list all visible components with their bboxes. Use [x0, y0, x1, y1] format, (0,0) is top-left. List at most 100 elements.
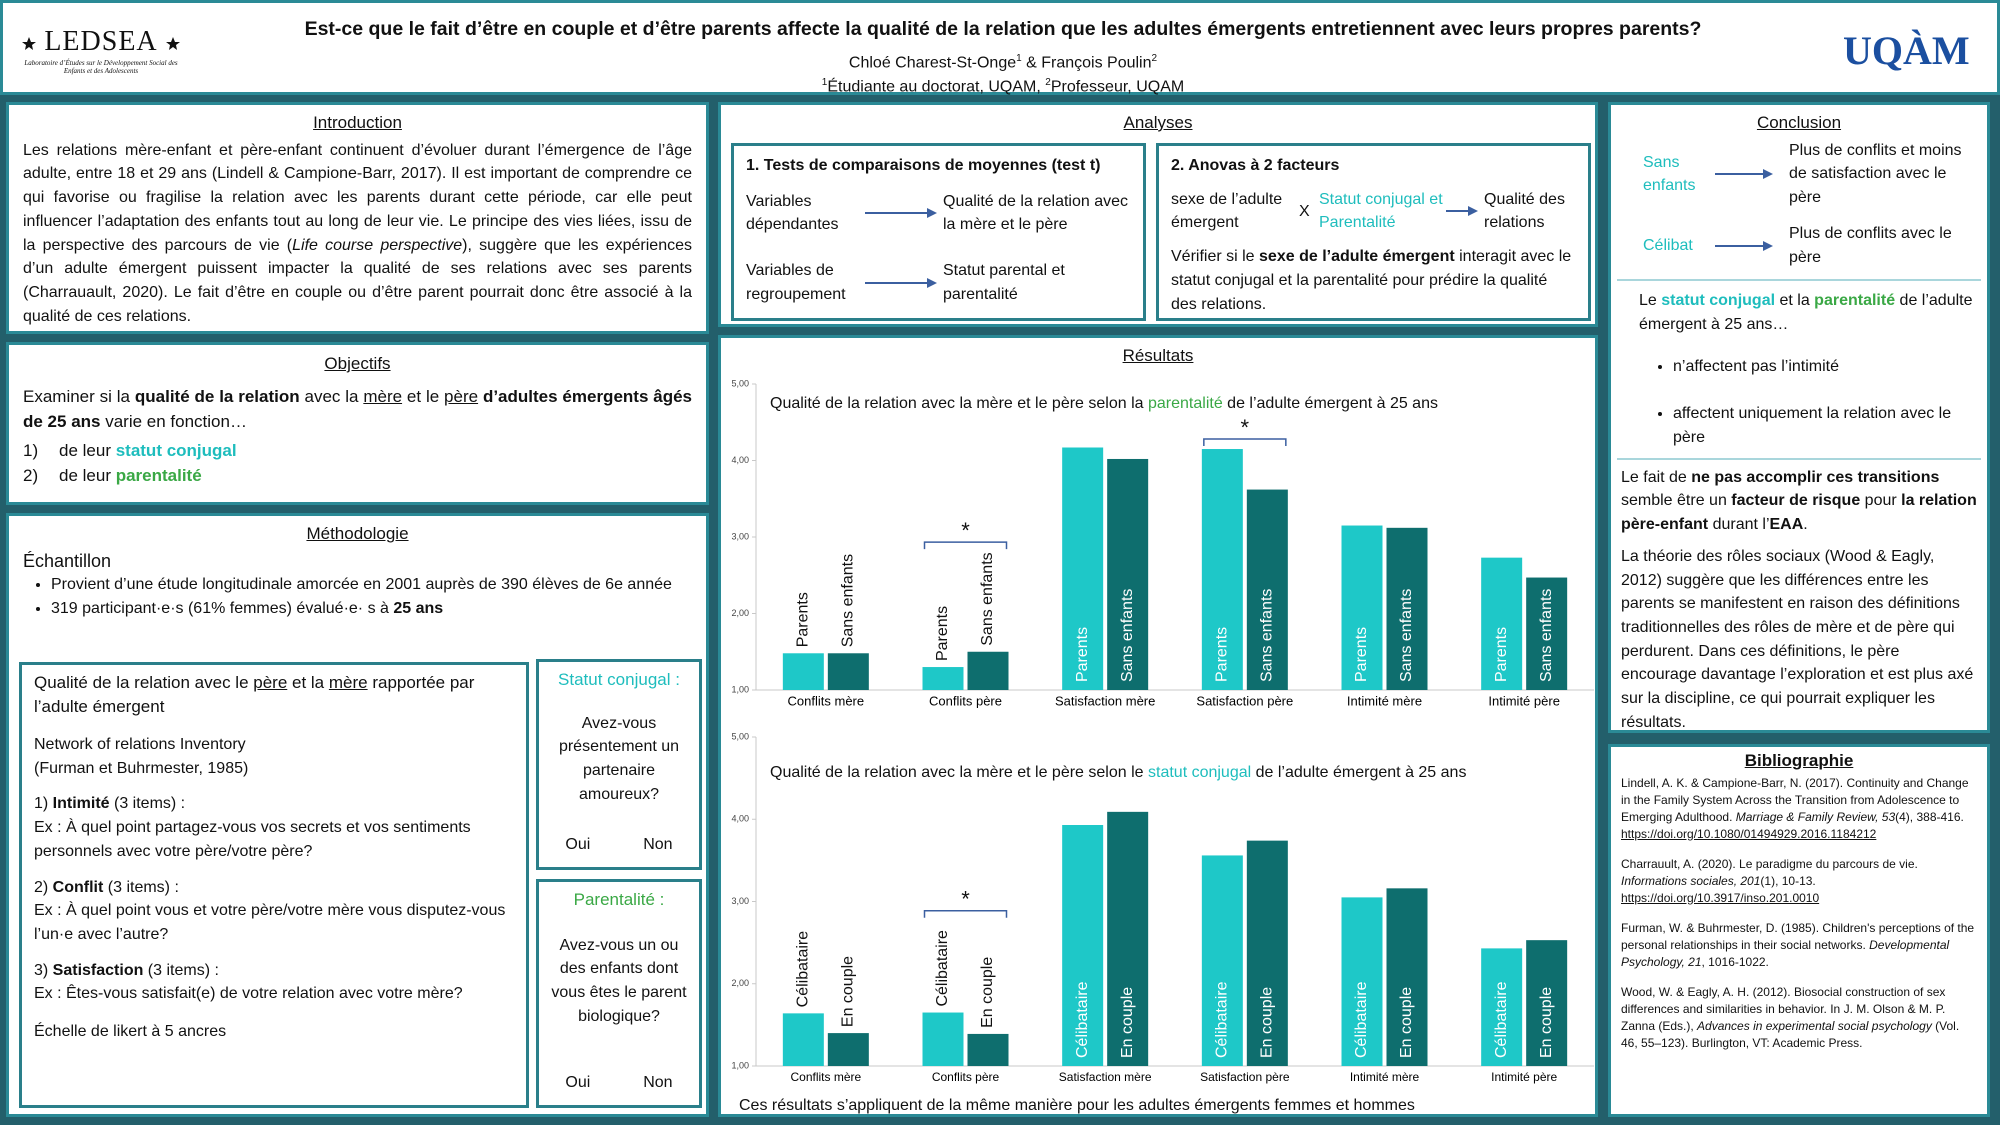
conclusion-lead: Le statut conjugal et la parentalité de … [1621, 289, 1977, 336]
box2-middle: Statut conjugal et Parentalité [1319, 190, 1443, 232]
conclusion-points: n’affectent pas l’intimité affectent uni… [1621, 355, 1977, 450]
bibliographie-refs: (4), 388-416. [1895, 809, 1964, 824]
flows-from: Célibat [1643, 236, 1693, 254]
bibliographie-refs: Wood, W. & Eagly, A. H. (2012). Biosocia… [1621, 984, 1946, 1033]
bibliographie-refs: Charrauult, A. (2020). Le paradigme du p… [1621, 856, 1918, 871]
conclusion-title: Conclusion [1756, 113, 1842, 132]
logo-left: LEDSEA Laboratoire d’Études sur le Dével… [21, 25, 181, 75]
parentalite-title: Parentalité : [573, 890, 665, 909]
items-number: 1) [23, 441, 39, 460]
flows-to: Plus de conflits avec le père [1789, 224, 1952, 266]
items-example: Ex : À quel point vous et votre père/vot… [34, 902, 506, 943]
items-number: 3) [34, 961, 53, 979]
items-name: Conflit [52, 878, 104, 896]
rows-left: Variables dépendantes [746, 192, 839, 234]
items-example: Ex : À quel point partagez-vous vos secr… [34, 819, 471, 860]
box2-left: sexe de l’adulte émergent [1171, 190, 1283, 232]
quality-heading: rapportée par l’adulte émergent [34, 673, 475, 716]
objectifs-text: Examiner si la [23, 387, 135, 406]
objectifs-text: et le [402, 387, 445, 406]
conclusion-lead: statut conjugal [1661, 292, 1776, 310]
conclusion-lead: parentalité [1814, 292, 1896, 310]
quality-item: 3) Satisfaction (3 items) : [34, 959, 514, 983]
objectifs-panel: Objectifs Examiner si la qualité de la r… [6, 342, 709, 505]
items-detail: (3 items) : [143, 961, 219, 979]
doi-link[interactable]: https://doi.org/10.1080/01494929.2016.11… [1621, 826, 1877, 841]
box1-title: 1. Tests de comparaisons de moyennes (te… [746, 157, 1101, 174]
anova-text: Vérifier si le sexe de l’adulte émergent… [1171, 245, 1576, 316]
reference: Charrauult, A. (2020). Le paradigme du p… [1621, 856, 1977, 907]
conclusion-lead: et la [1775, 292, 1815, 310]
items-name: Satisfaction [52, 961, 144, 979]
conclusion-points: n’affectent pas l’intimité [1673, 355, 1977, 379]
parentalite-question: Avez-vous un ou des enfants dont vous êt… [551, 936, 687, 1025]
quality-item: 2) Conflit (3 items) : [34, 876, 514, 900]
items-example: Ex : Êtes-vous satisfait(e) de votre rel… [34, 985, 463, 1003]
reference: Furman, W. & Buhrmester, D. (1985). Chil… [1621, 920, 1977, 971]
items-name: Intimité [52, 795, 110, 813]
bibliographie-refs: Informations sociales, 201 [1621, 873, 1761, 888]
analyses-panel: Analyses 1. Tests de comparaisons de moy… [718, 102, 1598, 327]
introduction-panel: Introduction Les relations mère-enfant e… [6, 102, 709, 334]
options: Oui Non [539, 833, 699, 857]
items-number: 2) [23, 466, 39, 485]
bibliographie-panel: Bibliographie Lindell, A. K. & Campione-… [1608, 744, 1990, 1117]
arrow [865, 208, 937, 219]
box2-right: Qualité des relations [1484, 190, 1565, 232]
methodologie-sample-title: Échantillon [23, 550, 112, 571]
logo-stars [22, 37, 180, 50]
conclusion-risk: Le fait de ne pas accomplir ces transiti… [1621, 466, 1977, 537]
anova-row: sexe de l’adulte émergent X Statut conjuga… [1171, 188, 1576, 235]
bibliographie-refs: (1), 10-13. [1760, 873, 1816, 888]
conclusion-theory: La théorie des rôles sociaux (Wood & Eag… [1621, 547, 1974, 731]
statut-box: Statut conjugal : Avez-vous présentement… [536, 659, 702, 870]
conclusion-risk: durant l’ [1708, 516, 1770, 534]
bibliographie-refs: Advances in experimental social psycholo… [1697, 1018, 1932, 1033]
parentalite-options: Non [643, 1074, 673, 1092]
bibliographie-title: Bibliographie [1744, 751, 1854, 770]
methodologie-bullets: 319 participant·e·s (61% femmes) évalué·… [51, 600, 394, 618]
objectifs-text: mère [363, 387, 403, 406]
header-affiliations: 2 [1045, 77, 1051, 88]
quality-item: 1) Intimité (3 items) : [34, 792, 514, 816]
objectifs-text: d’adultes émergents âgés de 25 ans [23, 387, 692, 431]
sample-list: Provient d’une étude longitudinale amorc… [23, 573, 692, 620]
quality-heading: Qualité de la relation avec le père et l… [34, 671, 514, 719]
statut-options: Non [643, 836, 673, 854]
header-logo-right: UQÀM [1843, 28, 1970, 73]
bibliographie-refs: Marriage & Family Review, 53 [1735, 809, 1896, 824]
conclusion-risk: . [1803, 516, 1808, 534]
resultats-note: Ces résultats s’appliquent de la même ma… [739, 1097, 1415, 1114]
items-detail: (3 items) : [109, 795, 186, 813]
bibliographie-refs: Lindell, A. K. & Campione-Barr, N. (2017… [1621, 775, 1969, 824]
conclusion-risk: semble être un [1621, 492, 1732, 510]
items-number: 1) [34, 795, 53, 813]
doi-link[interactable]: https://doi.org/10.3917/inso.201.0010 [1621, 890, 1820, 905]
conclusion-risk: EAA [1769, 516, 1804, 534]
items-highlight: statut conjugal [115, 441, 237, 460]
conclusion-points: affectent uniquement la relation avec le… [1673, 402, 1977, 449]
introduction-text: ), suggère que les expériences d’un adul… [23, 236, 692, 325]
authors: Chloé Charest-St-Onge1 & François Poulin… [3, 48, 2000, 74]
bibliographie-refs: (Vol. 46, 55–123). Burlington, VT: Acade… [1621, 1018, 1960, 1050]
conclusion-lead: de l’adulte émergent à 25 ans… [1639, 292, 1973, 333]
introduction-text: Life course perspective [292, 236, 463, 254]
quality-scale: Échelle de likert à 5 ancres [34, 1023, 227, 1041]
arrow [1715, 169, 1773, 180]
quality-heading: père [253, 673, 288, 692]
methodologie-title: Méthodologie [306, 524, 409, 543]
header-authors: & François Poulin [1021, 54, 1152, 72]
resultats-panel: Résultats Ces résultats s’appliquent de … [718, 335, 1598, 1117]
objectifs-text: père [444, 387, 479, 406]
separator [1617, 279, 1981, 282]
introduction-text: Les relations mère-enfant et père-enfant… [23, 139, 692, 329]
items-text: de leur [59, 441, 116, 460]
arrow [1446, 206, 1478, 217]
objectifs-text: avec la [299, 387, 364, 406]
objectifs-text: Examiner si la qualité de la relation av… [23, 384, 692, 434]
box2-text: interagit avec le statut conjugal et la … [1171, 248, 1572, 313]
statut-options: Oui [565, 836, 591, 854]
bibliographie-refs: Furman, W. & Buhrmester, D. (1985). Chil… [1621, 920, 1975, 952]
conclusion-risk: ne pas accomplir ces transitions [1691, 468, 1940, 486]
